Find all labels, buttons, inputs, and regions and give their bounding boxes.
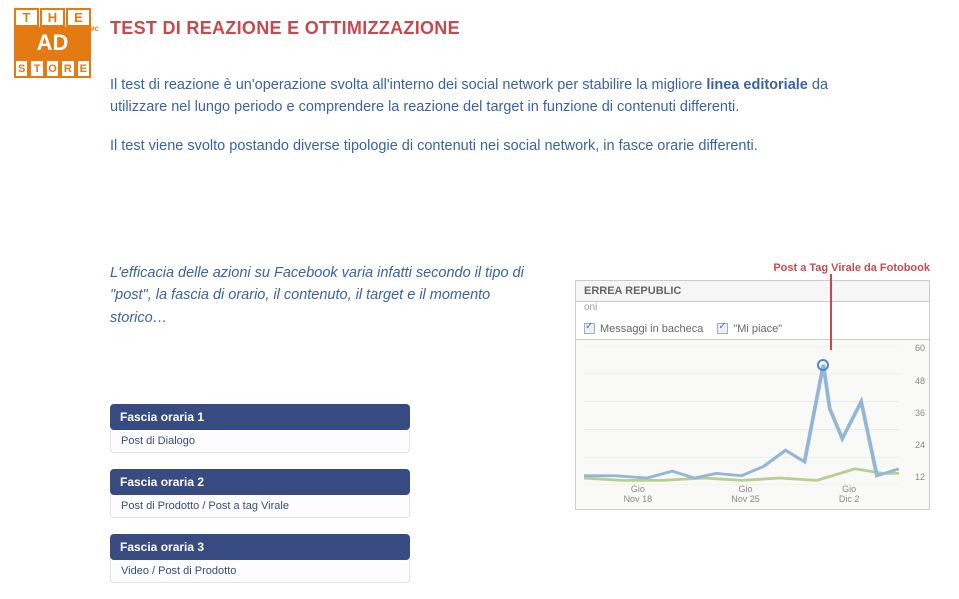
line-chart: 60 48 36 24 12 GioNov 18 GioNov: [575, 340, 930, 510]
p1-pre: Il test di reazione è un'operazione svol…: [110, 77, 706, 93]
band-title: Fascia oraria 3: [110, 534, 410, 560]
logo-cell: H: [40, 8, 65, 27]
band-title: Fascia oraria 1: [110, 404, 410, 430]
time-bands: Fascia oraria 1 Post di Dialogo Fascia o…: [110, 404, 410, 599]
chart-svg: [584, 346, 899, 485]
band-sub: Post di Prodotto / Post a tag Virale: [110, 495, 410, 518]
plot-area: [584, 346, 899, 485]
logo-cell: E: [66, 8, 91, 27]
ytick: 60: [915, 343, 925, 353]
shot-title: ERREA REPUBLIC: [584, 285, 681, 297]
ctrl-label-1: Messaggi in bacheca: [600, 323, 703, 335]
xtick: GioNov 18: [624, 485, 653, 505]
logo-cell: R: [60, 59, 75, 78]
y-axis: 60 48 36 24 12: [903, 340, 925, 509]
ctrl-label-2: "Mi piace": [733, 323, 782, 335]
ytick: 48: [915, 376, 925, 386]
body-text: Il test di reazione è un'operazione svol…: [110, 74, 850, 173]
ytick: 12: [915, 472, 925, 482]
checkbox-icon[interactable]: [584, 323, 595, 334]
logo-cell: T: [29, 59, 44, 78]
callout-label: Post a Tag Virale da Fotobook: [773, 262, 930, 274]
band-1: Fascia oraria 1 Post di Dialogo: [110, 404, 410, 453]
checkbox-icon[interactable]: [717, 323, 728, 334]
highlight-circle-icon: [817, 359, 829, 371]
logo-cell: E: [76, 59, 91, 78]
page-title: TEST DI REAZIONE E OTTIMIZZAZIONE: [110, 18, 460, 39]
logo-cell: T: [14, 8, 39, 27]
logo-cell: O: [45, 59, 60, 78]
paragraph-3: L'efficacia delle azioni su Facebook var…: [110, 262, 540, 329]
band-2: Fascia oraria 2 Post di Prodotto / Post …: [110, 469, 410, 518]
callout-arrow-icon: [830, 274, 832, 350]
left-column: L'efficacia delle azioni su Facebook var…: [110, 262, 540, 329]
band-3: Fascia oraria 3 Video / Post di Prodotto: [110, 534, 410, 583]
logo-cell: S: [14, 59, 29, 78]
paragraph-2: Il test viene svolto postando diverse ti…: [110, 135, 850, 157]
shot-controls: Messaggi in bacheca "Mi piace": [575, 318, 930, 340]
x-axis: GioNov 18 GioNov 25 GioDic 2: [584, 485, 899, 509]
right-column: Post a Tag Virale da Fotobook ERREA REPU…: [540, 262, 930, 329]
band-sub: Video / Post di Prodotto: [110, 560, 410, 583]
paragraph-1: Il test di reazione è un'operazione svol…: [110, 74, 850, 119]
band-sub: Post di Dialogo: [110, 430, 410, 453]
shot-header: ERREA REPUBLIC: [575, 280, 930, 302]
p1-bold: linea editoriale: [706, 77, 808, 93]
shot-sub: oni: [575, 302, 930, 318]
brand-logo: T H E AD S T O R E: [14, 8, 92, 78]
logo-main: AD: [14, 27, 91, 59]
xtick: GioDic 2: [839, 485, 860, 505]
screenshot-panel: ERREA REPUBLIC oni Messaggi in bacheca "…: [575, 280, 930, 510]
ytick: 24: [915, 440, 925, 450]
ytick: 36: [915, 408, 925, 418]
xtick: GioNov 25: [731, 485, 760, 505]
band-title: Fascia oraria 2: [110, 469, 410, 495]
